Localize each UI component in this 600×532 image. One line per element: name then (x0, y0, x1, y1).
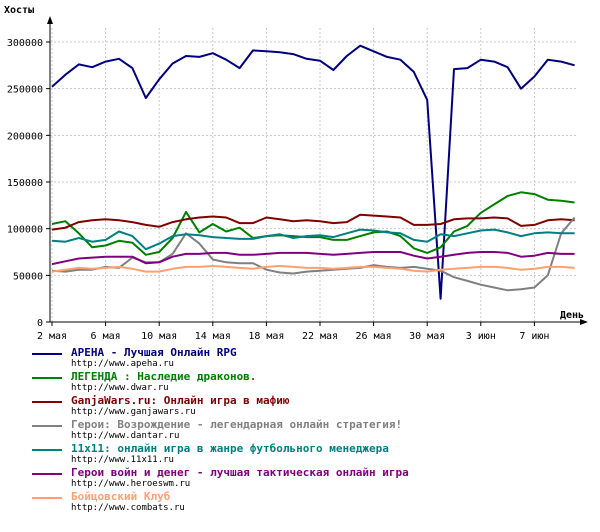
y-tick-label: 100000 (7, 225, 43, 236)
legend-series-url[interactable]: http://www.11x11.ru (71, 455, 174, 465)
legend-item: 11x11: онлайн игра в жанре футбольного м… (30, 441, 590, 465)
y-axis-label: Хосты (4, 5, 34, 16)
x-tick-label: 26 мая (356, 331, 392, 340)
grid (50, 28, 578, 322)
legend-swatch (32, 353, 62, 355)
series-line-6 (51, 265, 575, 273)
x-tick-label: 14 мая (195, 331, 231, 340)
x-tick-label: 2 мая (37, 331, 67, 340)
legend-series-name: GanjaWars.ru: Онлайн игра в мафию (71, 394, 290, 407)
series-line-2 (51, 213, 575, 231)
legend-series-url[interactable]: http://www.combats.ru (71, 503, 185, 513)
legend: АРЕНА - Лучшая Онлайн RPG http://www.apeh… (30, 345, 590, 513)
x-tick-label: 7 июн (519, 331, 549, 340)
series-line-1 (51, 191, 575, 256)
legend-swatch (32, 473, 62, 475)
y-tick-label: 0 (37, 318, 43, 329)
y-tick-label: 50000 (13, 271, 43, 282)
legend-series-name: 11x11: онлайн игра в жанре футбольного м… (71, 442, 389, 455)
legend-series-url[interactable]: http://www.apeha.ru (71, 359, 174, 369)
y-tick-label: 150000 (7, 178, 43, 189)
legend-item: GanjaWars.ru: Онлайн игра в мафию http://… (30, 393, 590, 417)
x-tick-label: 10 мая (141, 331, 177, 340)
legend-swatch (32, 449, 62, 451)
series-line-5 (51, 251, 575, 266)
legend-item: Герои войн и денег - лучшая тактическая … (30, 465, 590, 489)
x-tick-label: 6 мая (91, 331, 121, 340)
legend-swatch (32, 425, 62, 427)
x-tick-label: 3 июн (466, 331, 496, 340)
y-axis-arrow (47, 16, 53, 24)
x-tick-label: 30 мая (409, 331, 445, 340)
chart: 0 50000 100000 150000 200000 250000 300000 2 м… (4, 5, 588, 340)
legend-series-name: Бойцовский Клуб (71, 490, 171, 503)
x-axis-arrow (580, 319, 588, 325)
legend-series-name: ЛЕГЕНДА : Наследие драконов. (71, 370, 257, 383)
legend-series-name: Герои войн и денег - лучшая тактическая … (71, 466, 409, 479)
x-axis-label: День (560, 310, 584, 321)
legend-item: АРЕНА - Лучшая Онлайн RPG http://www.apeh… (30, 345, 590, 369)
y-tick-label: 200000 (7, 131, 43, 142)
legend-item: Бойцовский Клуб http://www.combats.ru (30, 489, 590, 513)
legend-swatch (32, 497, 62, 499)
legend-item: Герои: Возрождение - легендарная онлайн … (30, 417, 590, 441)
legend-series-url[interactable]: http://www.dwar.ru (71, 383, 169, 393)
legend-item: ЛЕГЕНДА : Наследие драконов. http://www.d… (30, 369, 590, 393)
legend-series-name: Герои: Возрождение - легендарная онлайн … (71, 418, 403, 431)
legend-series-url[interactable]: http://www.ganjawars.ru (71, 407, 196, 417)
axes (47, 16, 588, 325)
legend-series-name: АРЕНА - Лучшая Онлайн RPG (71, 346, 237, 359)
legend-series-url[interactable]: http://www.dantar.ru (71, 431, 180, 441)
series-line-4 (51, 228, 575, 251)
legend-swatch (32, 377, 62, 379)
series-lines (51, 44, 576, 300)
series-line-0 (51, 44, 575, 300)
y-tick-label: 300000 (7, 38, 43, 49)
y-axis-ticks: 0 50000 100000 150000 200000 250000 300000 (7, 38, 50, 329)
x-tick-label: 18 мая (248, 331, 284, 340)
legend-series-url[interactable]: http://www.heroeswm.ru (71, 479, 191, 489)
y-tick-label: 250000 (7, 85, 43, 96)
x-axis-ticks: 2 мая 6 мая 10 мая 14 мая 18 мая 22 мая 26 мая… (37, 322, 549, 340)
x-tick-label: 22 мая (302, 331, 338, 340)
legend-swatch (32, 401, 62, 403)
